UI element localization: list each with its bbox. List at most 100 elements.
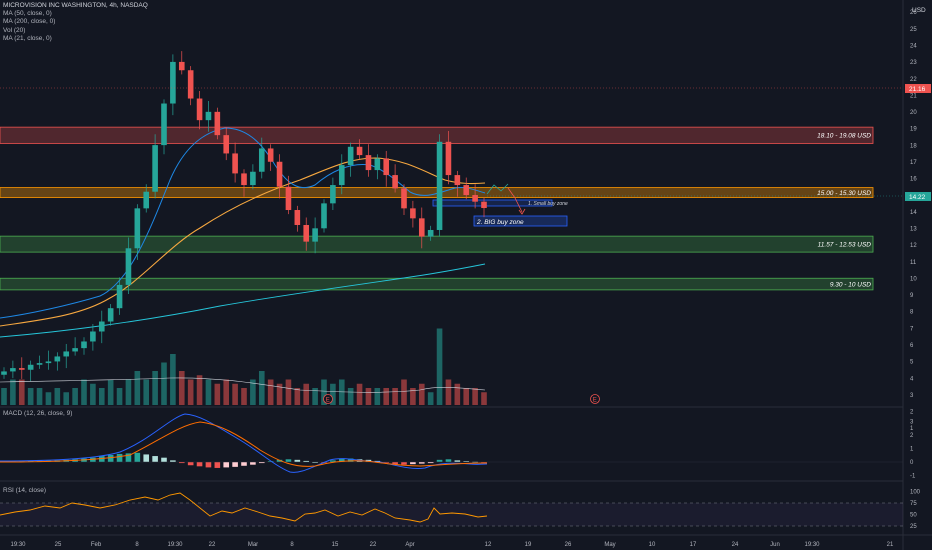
- candle-body: [285, 186, 292, 211]
- price-tick: 1: [910, 426, 914, 432]
- small-buy-zone-box[interactable]: 1. Small buy zone: [432, 199, 568, 207]
- time-tick: Apr: [405, 542, 414, 548]
- time-tick: 21: [887, 542, 894, 548]
- volume-bar: [276, 383, 283, 405]
- volume-bar: [98, 388, 105, 405]
- earnings-marker[interactable]: E: [323, 394, 333, 404]
- candle-body: [383, 158, 390, 176]
- candle-body: [90, 331, 96, 342]
- volume-bar: [418, 383, 425, 405]
- volume-bar: [436, 328, 443, 405]
- volume-bar: [267, 379, 274, 405]
- big-buy-zone-box[interactable]: 2. BIG buy zone: [473, 215, 568, 227]
- macd-bar: [125, 453, 132, 462]
- ma200-line: [0, 263, 486, 338]
- macd-bar: [312, 462, 318, 463]
- macd-tick: 2: [910, 433, 914, 439]
- macd-tick: 1: [910, 447, 914, 453]
- price-candles[interactable]: [1, 51, 487, 382]
- macd-bar: [267, 461, 274, 462]
- macd-bar: [427, 462, 434, 464]
- volume-bar: [1, 388, 7, 405]
- legend-volume[interactable]: Vol (20): [3, 26, 26, 34]
- price-zone[interactable]: [0, 235, 874, 253]
- macd-bar: [392, 462, 398, 465]
- time-tick: 24: [732, 542, 739, 548]
- candle-body: [338, 165, 345, 186]
- volume-bar: [410, 388, 416, 405]
- macd-bar: [418, 462, 425, 464]
- indicator-legend[interactable]: MICROVISION INC WASHINGTON, 4h, NASDAQ M…: [3, 2, 148, 43]
- price-tick: 9: [910, 293, 914, 299]
- price-zone[interactable]: [0, 126, 874, 144]
- time-tick: 15: [332, 542, 339, 548]
- macd-bar: [463, 461, 470, 462]
- volume-bar: [445, 379, 452, 405]
- volume-bar: [134, 371, 141, 405]
- time-tick: 8: [135, 542, 139, 548]
- macd-bar: [98, 456, 105, 462]
- macd-tick: 3: [910, 420, 914, 426]
- volume-bar: [347, 388, 354, 405]
- volume-bar: [427, 392, 434, 405]
- macd-bar: [107, 454, 114, 462]
- candle-body: [410, 208, 416, 219]
- legend-ma50[interactable]: MA (50, close, 0): [3, 10, 52, 18]
- time-tick: Jun: [770, 542, 780, 548]
- price-tick: 11: [910, 260, 917, 266]
- rsi-label[interactable]: RSI (14, close): [3, 487, 46, 494]
- candle-body: [303, 224, 310, 242]
- time-tick: 19:30: [804, 542, 820, 548]
- volume-bar: [72, 388, 78, 405]
- candle-body: [98, 321, 105, 332]
- macd-bar: [205, 462, 212, 468]
- candle-body: [294, 210, 301, 225]
- volume-bars: [1, 328, 487, 405]
- rsi-axis: 100 75 50 25: [910, 490, 921, 531]
- time-tick: 22: [209, 542, 216, 548]
- projection-arrows: [486, 183, 526, 215]
- macd-bar: [161, 457, 167, 462]
- macd-label[interactable]: MACD (12, 26, close, 9): [3, 410, 73, 417]
- candle-body: [143, 191, 150, 209]
- macd-tick: -1: [910, 474, 916, 480]
- price-tick: 2: [910, 410, 914, 416]
- zone-label: 11.57 - 12.53 USD: [818, 241, 872, 248]
- macd-signal-line: [0, 421, 488, 467]
- legend-ma200[interactable]: MA (200, close, 0): [3, 18, 56, 26]
- macd-bar: [401, 462, 407, 465]
- volume-bar: [472, 388, 478, 405]
- macd-bar: [383, 462, 390, 463]
- earnings-marker-future[interactable]: E: [590, 394, 600, 404]
- candle-body: [418, 218, 425, 237]
- volume-bar: [285, 379, 292, 405]
- legend-ma21[interactable]: MA (21, close, 0): [3, 34, 52, 42]
- price-zone[interactable]: [0, 277, 874, 291]
- volume-bar: [196, 375, 203, 405]
- price-axis[interactable]: 2625242322212019181716151413121110987654…: [910, 10, 917, 432]
- macd-bar: [276, 459, 283, 462]
- macd-bar: [347, 458, 354, 462]
- big-buy-zone-label: 2. BIG buy zone: [476, 219, 524, 226]
- macd-bar: [410, 462, 416, 465]
- time-axis[interactable]: 19:30 25 Feb 8 19:30 22 Mar 8 15 22 Apr 12 19 26 May 10…: [10, 542, 894, 548]
- macd-bar: [294, 459, 301, 462]
- price-tick: 12: [910, 243, 917, 249]
- rsi-tick: 75: [910, 501, 917, 507]
- macd-tick: 0: [910, 460, 914, 466]
- svg-text:E: E: [326, 398, 330, 404]
- price-tick: 23: [910, 60, 917, 66]
- svg-text:14.22: 14.22: [909, 194, 926, 201]
- candle-body: [161, 103, 167, 146]
- candle-body: [63, 351, 70, 357]
- time-tick: 8: [290, 542, 294, 548]
- volume-bar: [454, 383, 461, 405]
- price-zone[interactable]: [0, 187, 874, 198]
- candle-body: [267, 148, 274, 162]
- candle-body: [107, 308, 114, 322]
- volume-bar: [241, 388, 247, 405]
- time-tick: 19:30: [10, 542, 26, 548]
- candle-body: [187, 70, 194, 99]
- symbol-title[interactable]: MICROVISION INC WASHINGTON, 4h, NASDAQ: [3, 2, 148, 9]
